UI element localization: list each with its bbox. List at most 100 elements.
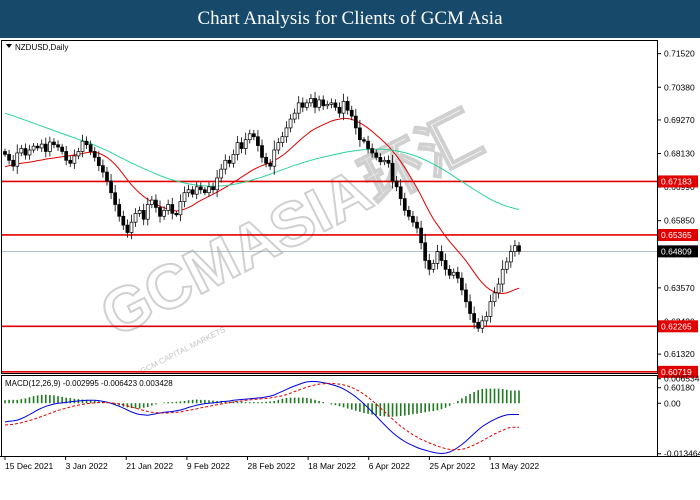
- candle-body: [390, 162, 395, 182]
- candle: [345, 96, 350, 115]
- candle-body: [451, 271, 456, 276]
- candle-body: [386, 159, 391, 164]
- candle-body: [96, 157, 101, 166]
- candle-body: [484, 316, 489, 322]
- price-chart[interactable]: GCMASIA环汇 GCM CAPITAL MARKETS 0.715200.7…: [0, 38, 700, 500]
- candle-body: [415, 221, 419, 229]
- candle-body: [231, 154, 236, 164]
- candle: [145, 197, 150, 226]
- candle-body: [464, 289, 468, 303]
- candle: [268, 159, 273, 170]
- time-tick-label: 25 Apr 2022: [429, 461, 475, 471]
- price-tick-label: 0.60180: [664, 383, 695, 393]
- candle-body: [129, 221, 134, 233]
- candle: [411, 211, 415, 227]
- candle-body: [182, 192, 187, 202]
- candle: [150, 196, 154, 209]
- candle-body: [56, 144, 60, 148]
- page-title: Chart Analysis for Clients of GCM Asia: [197, 8, 503, 29]
- candle-body: [517, 245, 521, 252]
- candle-body: [496, 283, 501, 294]
- candle: [11, 155, 16, 171]
- candle-body: [88, 144, 93, 152]
- candle: [415, 216, 419, 234]
- candle-body: [513, 245, 517, 252]
- candle: [435, 245, 440, 270]
- candle-body: [31, 145, 36, 151]
- candle: [280, 131, 285, 148]
- chart-background: [0, 38, 700, 500]
- time-tick-label: 6 Apr 2022: [369, 461, 410, 471]
- candle-body: [447, 268, 452, 276]
- candle: [251, 129, 256, 141]
- candle-body: [280, 136, 285, 143]
- candle-body: [394, 180, 399, 188]
- candle: [358, 119, 362, 147]
- candle-body: [35, 145, 40, 149]
- candle-body: [186, 189, 191, 194]
- candle-body: [84, 140, 89, 146]
- candle: [378, 153, 383, 166]
- candle-body: [7, 154, 11, 161]
- candle: [464, 283, 468, 308]
- level-badge-label: 0.65365: [661, 230, 692, 240]
- candle-body: [121, 215, 126, 226]
- price-tick-label: 0.68130: [664, 149, 695, 159]
- candle-body: [300, 102, 305, 108]
- candle: [455, 266, 460, 284]
- candle: [333, 99, 338, 111]
- level-badge-label: 0.62265: [661, 321, 692, 331]
- candle: [517, 242, 521, 255]
- candle-body: [92, 151, 97, 158]
- candle: [313, 91, 317, 114]
- level-badge: 0.65365: [658, 228, 698, 241]
- candle-body: [235, 142, 240, 155]
- candle: [133, 208, 138, 227]
- candle: [162, 206, 166, 221]
- candle: [64, 145, 69, 166]
- candle: [129, 214, 134, 240]
- macd-label: MACD(12,26,9) -0.002995 -0.006423 0.0034…: [5, 379, 173, 388]
- candle: [398, 179, 403, 206]
- candle: [35, 143, 40, 151]
- time-tick-label: 18 Mar 2022: [308, 461, 356, 471]
- candle-body: [296, 102, 301, 114]
- chevron-down-icon[interactable]: [6, 44, 12, 48]
- candle-body: [158, 207, 162, 217]
- candle: [68, 156, 73, 168]
- candle-body: [223, 159, 228, 170]
- candle-body: [284, 127, 289, 138]
- candle-body: [11, 159, 16, 167]
- level-badge-label: 0.60719: [661, 367, 692, 377]
- candle: [56, 140, 60, 151]
- level-badges: 0.67183 0.65365 0.62265 0.60719 0.64809: [658, 175, 698, 378]
- price-tick-label: 0.63570: [664, 283, 695, 293]
- candle: [178, 194, 183, 222]
- candle: [215, 169, 219, 197]
- candle: [443, 253, 448, 276]
- candle-body: [174, 212, 179, 216]
- candle-body: [133, 212, 138, 223]
- candle-body: [48, 141, 52, 152]
- candle: [309, 94, 313, 107]
- candle: [243, 132, 248, 155]
- candle-body: [23, 148, 28, 156]
- candle: [39, 139, 44, 153]
- candle: [60, 143, 64, 155]
- candle: [305, 99, 309, 111]
- candle: [170, 197, 175, 220]
- candle: [194, 181, 199, 200]
- candle-body: [276, 142, 281, 151]
- candle: [31, 143, 36, 153]
- candle-body: [313, 98, 317, 108]
- candle-body: [68, 159, 73, 164]
- candle: [362, 137, 366, 144]
- candle-body: [141, 210, 146, 220]
- candle: [256, 130, 260, 152]
- candle-body: [166, 204, 171, 211]
- candle-body: [492, 292, 497, 303]
- candle-body: [317, 99, 321, 108]
- candle: [223, 154, 228, 175]
- candle-body: [247, 133, 252, 141]
- time-tick-label: 15 Dec 2021: [5, 461, 53, 471]
